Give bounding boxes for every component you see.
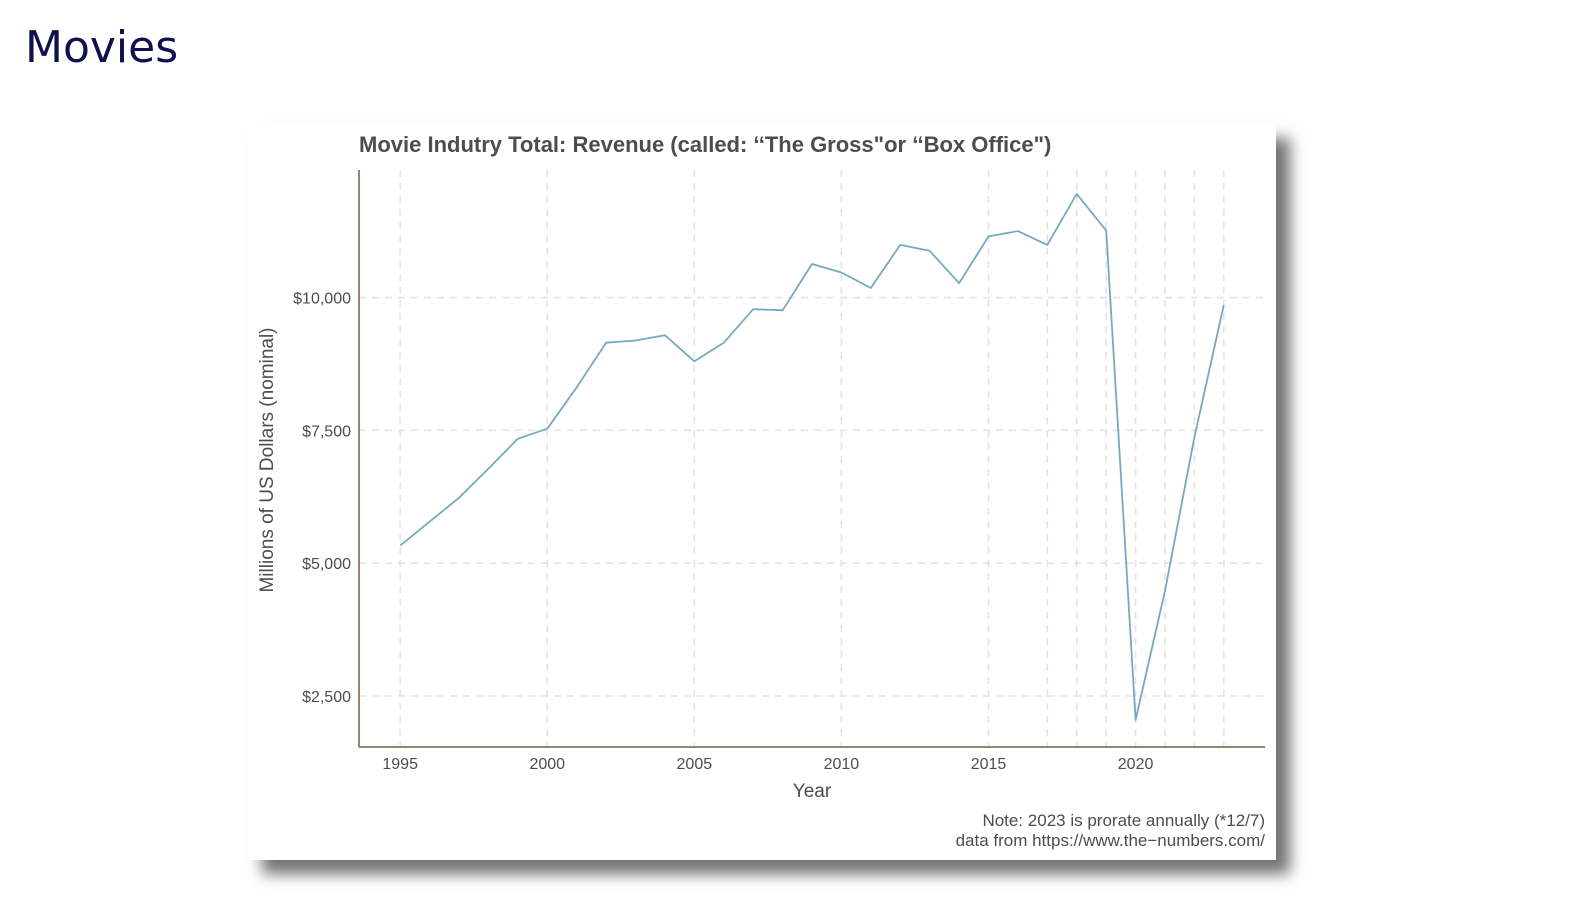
x-tick-label: 2015	[971, 756, 1007, 773]
y-axis-label: Millions of US Dollars (nominal)	[257, 327, 278, 592]
note-line-2: data from https://www.the−numbers.com/	[956, 831, 1266, 850]
x-axis-label: Year	[793, 781, 832, 802]
y-tick-label: $2,500	[302, 689, 351, 706]
tick-labels: 1995 2000 2005 2010 2015 2020 $2,500 $5,000 $7,5…	[293, 291, 1153, 773]
gridlines	[359, 170, 1265, 747]
slide-title: Movies	[25, 22, 179, 73]
series-layer	[399, 193, 1225, 721]
y-tick-label: $10,000	[293, 291, 351, 308]
axes	[358, 170, 1265, 748]
x-tick-label: 2000	[529, 756, 565, 773]
x-tick-label: 2020	[1118, 756, 1154, 773]
x-tick-label: 2010	[824, 756, 860, 773]
note-line-1: Note: 2023 is prorate annually (*12/7)	[982, 811, 1265, 830]
x-tick-label: 1995	[382, 756, 418, 773]
x-tick-label: 2005	[677, 756, 713, 773]
chart-figure: Movie Indutry Total: Revenue (called: ‘‘…	[248, 124, 1276, 860]
revenue-series-line	[399, 193, 1225, 721]
y-tick-label: $5,000	[302, 556, 351, 573]
revenue-line-chart: Movie Indutry Total: Revenue (called: ‘‘…	[257, 132, 1266, 850]
chart-title: Movie Indutry Total: Revenue (called: ‘‘…	[359, 132, 1051, 157]
y-tick-label: $7,500	[302, 423, 351, 440]
